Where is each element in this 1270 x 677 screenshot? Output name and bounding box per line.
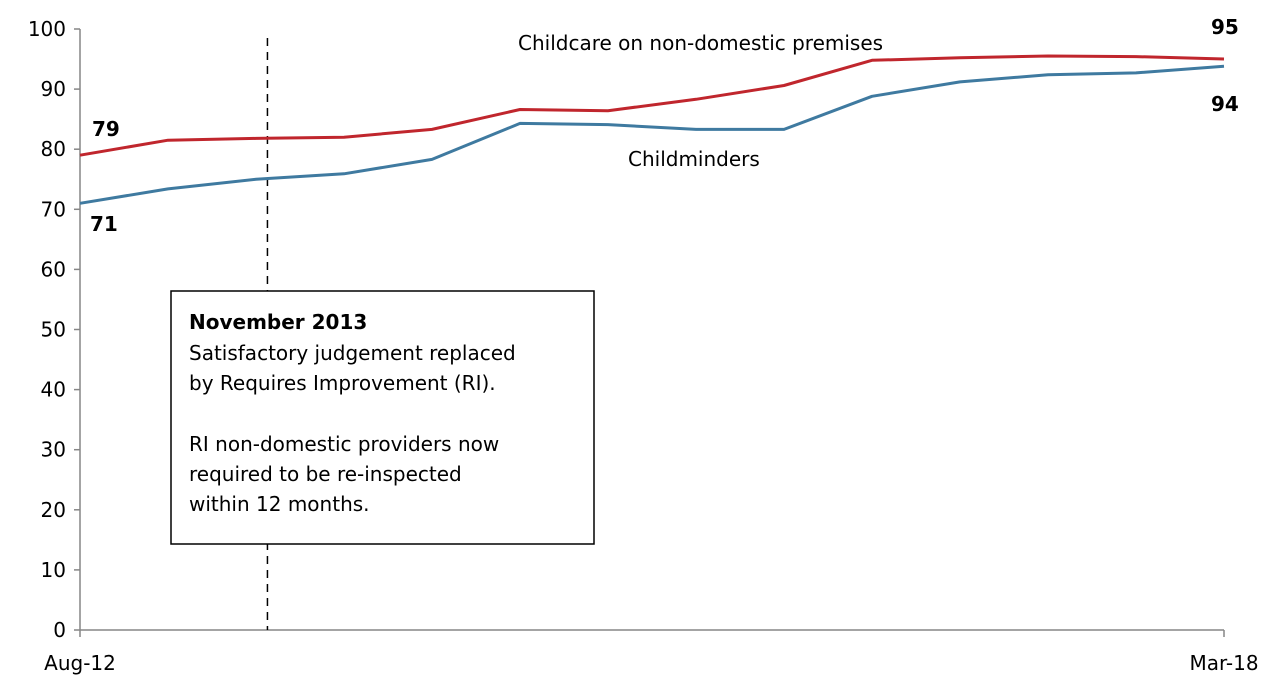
annotation-line-1: Satisfactory judgement replaced: [189, 341, 516, 365]
y-tick-label: 100: [28, 17, 66, 41]
end-value-childcare: 95: [1211, 15, 1239, 39]
x-axis: Aug-12 Mar-18: [44, 629, 1259, 675]
series-line-1: [79, 64, 1225, 205]
y-tick-label: 90: [41, 77, 66, 101]
series-label-childminders: Childminders: [628, 147, 760, 171]
annotation-box: November 2013 Satisfactory judgement rep…: [170, 290, 595, 545]
annotation-frame: [170, 290, 595, 545]
series-line-0: [79, 54, 1225, 157]
annotation-line-6: within 12 months.: [189, 492, 370, 516]
annotation-line-4: RI non-domestic providers now: [189, 432, 499, 456]
y-tick-label: 20: [41, 498, 66, 522]
y-tick-label: 30: [41, 438, 66, 462]
x-tick-label-end: Mar-18: [1189, 651, 1258, 675]
annotation-title: November 2013: [189, 310, 367, 334]
y-tick-label: 70: [41, 197, 66, 221]
annotation-line-5: required to be re-inspected: [189, 462, 462, 486]
series-layer: [79, 54, 1225, 205]
annotation-line-2: by Requires Improvement (RI).: [189, 371, 496, 395]
y-tick-label: 40: [41, 378, 66, 402]
y-tick-label: 0: [53, 618, 66, 642]
y-tick-label: 10: [41, 558, 66, 582]
series-label-childcare: Childcare on non-domestic premises: [518, 31, 883, 55]
y-tick-label: 80: [41, 137, 66, 161]
start-value-childcare: 79: [92, 117, 120, 141]
x-tick-label-start: Aug-12: [44, 651, 116, 675]
y-tick-label: 50: [41, 318, 66, 342]
y-axis: 0 10 20 30 40 50 60 70 80 90 100: [28, 17, 81, 642]
y-tick-label: 60: [41, 257, 66, 281]
end-value-childminders: 94: [1211, 92, 1239, 116]
start-value-childminders: 71: [90, 212, 118, 236]
